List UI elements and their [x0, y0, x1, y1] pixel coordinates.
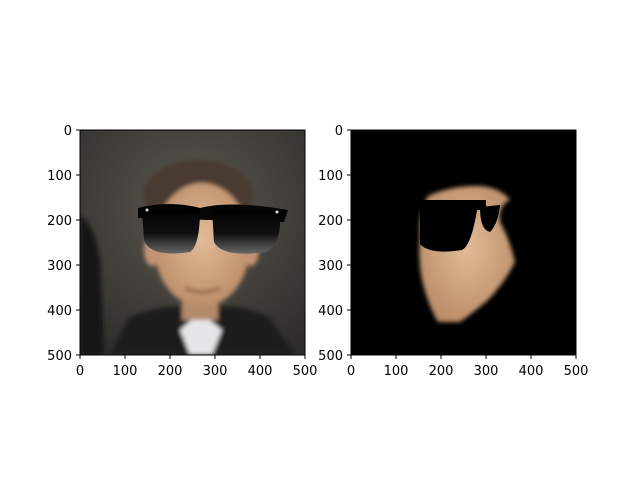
right-axes-frame: [350, 129, 577, 356]
left-ytick-label: 300: [47, 259, 72, 274]
right-xtick-label: 100: [384, 364, 409, 379]
right-ytick-label: 500: [318, 349, 343, 364]
right-xtick-label: 200: [429, 364, 454, 379]
right-ytick-label: 400: [318, 304, 343, 319]
right-ytick-label: 0: [335, 124, 343, 139]
left-axes-frame: [79, 129, 306, 356]
left-ytick-label: 400: [47, 304, 72, 319]
left-ytick-label: 500: [47, 349, 72, 364]
right-yaxis: [347, 129, 351, 356]
left-axis: 0 100 200 300 400 500 0 100 200 300 400 …: [47, 124, 317, 379]
left-ytick-label: 100: [47, 169, 72, 184]
left-image: [80, 130, 305, 355]
sunglasses-right: [416, 200, 500, 252]
left-xtick-label: 400: [248, 364, 273, 379]
left-xtick-label: 100: [113, 364, 138, 379]
right-axis: 0 100 200 300 400 500 0 100 200 300 400 …: [318, 124, 588, 379]
left-xtick-label: 0: [76, 364, 84, 379]
left-ytick-label: 0: [64, 124, 72, 139]
left-xtick-label: 500: [293, 364, 318, 379]
right-xtick-label: 400: [519, 364, 544, 379]
right-xtick-label: 500: [564, 364, 589, 379]
right-ytick-label: 300: [318, 259, 343, 274]
left-xtick-label: 300: [203, 364, 228, 379]
left-xtick-label: 200: [158, 364, 183, 379]
right-xtick-label: 0: [347, 364, 355, 379]
right-ytick-label: 100: [318, 169, 343, 184]
left-xaxis: [79, 355, 306, 359]
left-yaxis: [76, 129, 80, 356]
right-xtick-label: 300: [474, 364, 499, 379]
left-ytick-label: 200: [47, 214, 72, 229]
right-image: [351, 130, 576, 355]
right-xaxis: [350, 355, 577, 359]
right-ytick-label: 200: [318, 214, 343, 229]
sunglasses-left: [138, 204, 288, 254]
